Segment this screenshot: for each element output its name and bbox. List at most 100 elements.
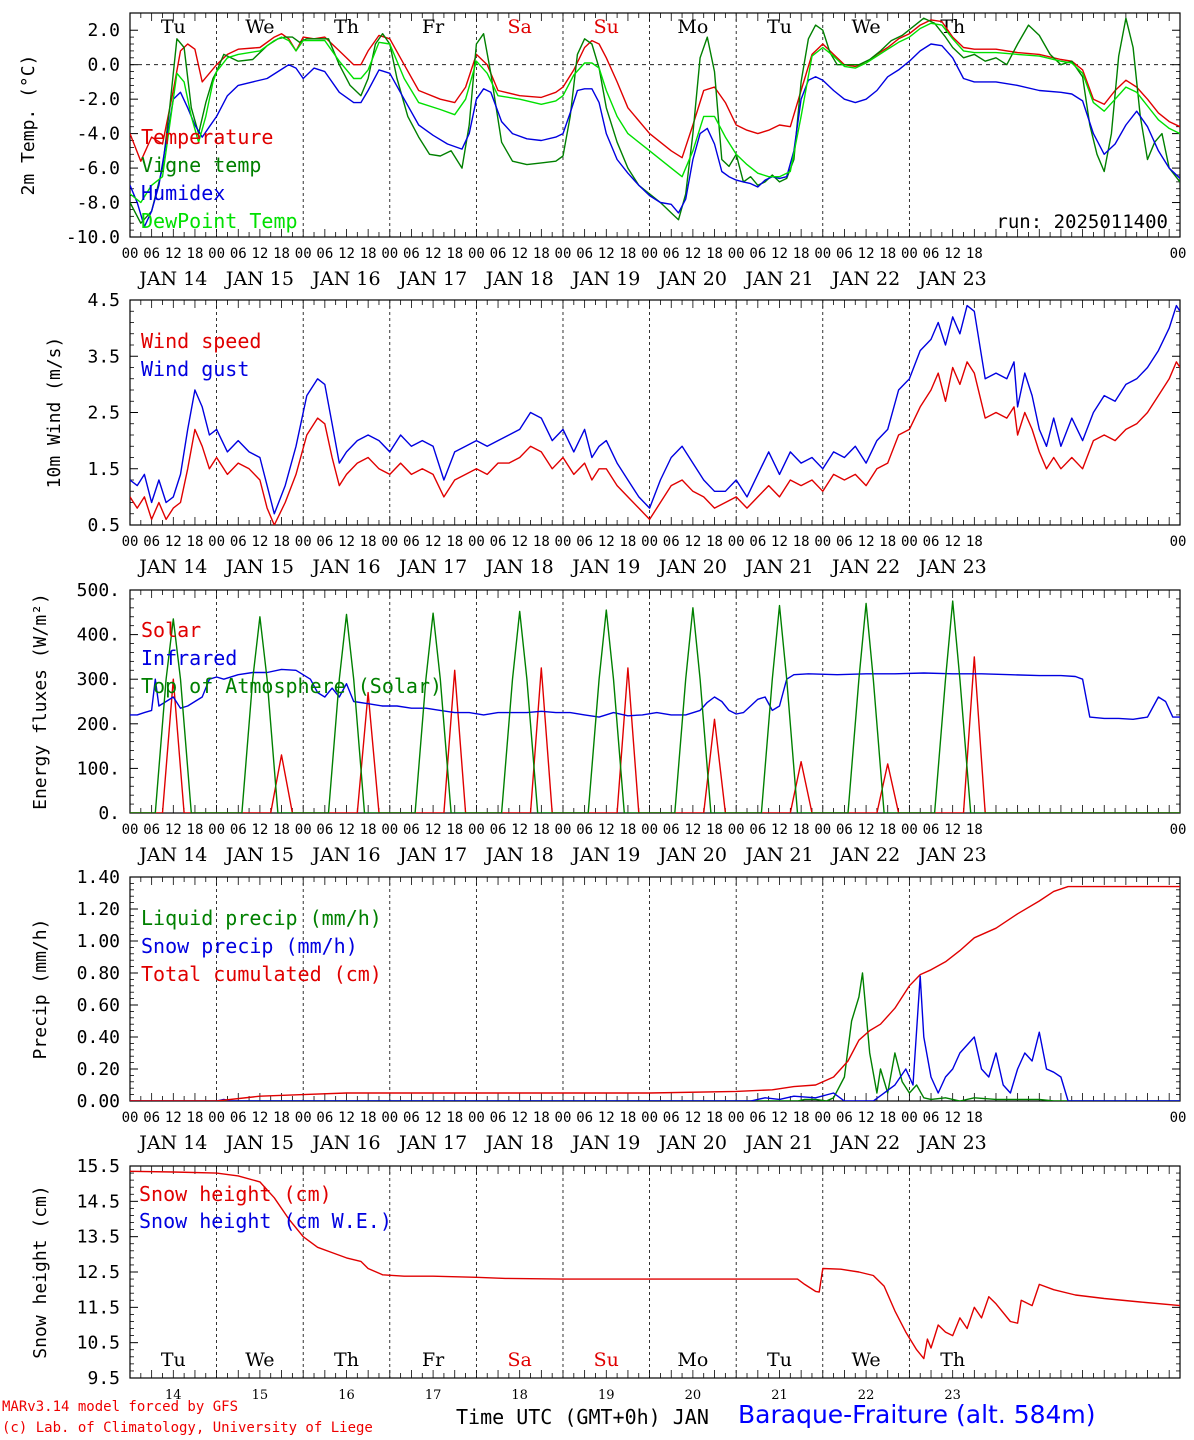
hour-tick-label: 06 — [749, 1110, 766, 1126]
date-label: JAN 18 — [484, 844, 554, 866]
hour-tick-label: 18 — [879, 1110, 896, 1126]
y-axis-label: 10m Wind (m/s) — [44, 337, 65, 489]
y-tick-label: 14.5 — [77, 1191, 120, 1212]
hour-tick-label: 12 — [425, 1110, 442, 1126]
y-tick-label: 400. — [77, 625, 120, 646]
legend-entry: Snow height (cm W.E.) — [139, 1209, 392, 1233]
date-label: JAN 17 — [397, 844, 467, 866]
y-axis-label: Precip (mm/h) — [30, 919, 51, 1060]
hour-tick-label: 12 — [944, 534, 961, 550]
hour-tick-label: 18 — [706, 534, 723, 550]
hour-tick-label: 12 — [684, 1110, 701, 1126]
y-tick-label: 1.20 — [77, 899, 120, 920]
hour-tick-label: 00 — [728, 822, 745, 838]
day-number-label: 16 — [338, 1388, 355, 1403]
weekday-label: Th — [334, 1349, 359, 1371]
legend-entry: Snow height (cm) — [139, 1182, 332, 1206]
y-tick-label: 300. — [77, 669, 120, 690]
y-tick-label: 2.0 — [87, 20, 120, 41]
hour-tick-label: 00 — [641, 534, 658, 550]
series-line-snow-precip-mm-h- — [130, 975, 1180, 1101]
y-tick-label: 1.00 — [77, 931, 120, 952]
hour-tick-label: 18 — [533, 246, 550, 262]
hour-tick-label: 06 — [143, 246, 160, 262]
hour-tick-label: 18 — [620, 534, 637, 550]
hour-tick-label: 00 — [1170, 246, 1187, 262]
day-number-label: 15 — [252, 1388, 269, 1403]
date-label: JAN 18 — [484, 268, 554, 290]
legend-entry: Top of Atmosphere (Solar) — [141, 674, 442, 698]
y-tick-label: 1.40 — [77, 867, 120, 888]
hour-tick-label: 06 — [836, 534, 853, 550]
y-tick-label: 0.5 — [87, 515, 120, 536]
y-tick-label: 0.0 — [87, 55, 120, 76]
hour-tick-label: 06 — [836, 1110, 853, 1126]
y-tick-label: 0.40 — [77, 1027, 120, 1048]
hour-tick-label: 12 — [598, 246, 615, 262]
hour-tick-label: 00 — [122, 534, 139, 550]
y-tick-label: -2.0 — [77, 89, 120, 110]
hour-tick-label: 00 — [901, 534, 918, 550]
hour-tick-label: 00 — [208, 822, 225, 838]
hour-tick-label: 00 — [814, 246, 831, 262]
y-tick-label: 11.5 — [77, 1297, 120, 1318]
hour-tick-label: 00 — [468, 534, 485, 550]
y-tick-label: 1.5 — [87, 459, 120, 480]
hour-tick-label: 06 — [230, 246, 247, 262]
weekday-label: We — [851, 1349, 880, 1371]
hour-tick-label: 12 — [598, 534, 615, 550]
hour-tick-label: 06 — [316, 822, 333, 838]
hour-tick-label: 12 — [858, 822, 875, 838]
date-label: JAN 20 — [657, 1132, 727, 1154]
hour-tick-label: 18 — [533, 534, 550, 550]
panel-4: 1.40 1.20 1.00 0.80 0.60 0.40 0.20 0.00 Precip (… — [30, 867, 1186, 1154]
date-label: JAN 22 — [830, 268, 900, 290]
hour-tick-label: 00 — [381, 534, 398, 550]
y-tick-label: -6.0 — [77, 158, 120, 179]
y-tick-label: -10.0 — [66, 227, 120, 248]
hour-tick-label: 18 — [187, 1110, 204, 1126]
hour-tick-label: 00 — [641, 246, 658, 262]
hour-tick-label: 00 — [208, 1110, 225, 1126]
series-line-top-of-atmosphere-solar- — [130, 600, 1180, 813]
hour-tick-label: 00 — [381, 1110, 398, 1126]
date-label: JAN 20 — [657, 268, 727, 290]
series-line-total-cumulated-cm- — [130, 885, 1180, 1101]
hour-tick-label: 18 — [273, 822, 290, 838]
date-label: JAN 14 — [137, 556, 207, 578]
y-tick-label: -8.0 — [77, 193, 120, 214]
hour-tick-label: 12 — [944, 1110, 961, 1126]
hour-tick-label: 00 — [901, 1110, 918, 1126]
hour-tick-label: 12 — [165, 534, 182, 550]
hour-tick-label: 18 — [706, 246, 723, 262]
hour-tick-label: 18 — [879, 246, 896, 262]
hour-tick-label: 06 — [490, 1110, 507, 1126]
hour-tick-label: 06 — [143, 1110, 160, 1126]
hour-tick-label: 00 — [728, 534, 745, 550]
hour-tick-label: 06 — [663, 822, 680, 838]
hour-tick-label: 06 — [316, 246, 333, 262]
weekday-label: We — [851, 16, 880, 38]
hour-tick-label: 00 — [208, 246, 225, 262]
hour-tick-label: 12 — [684, 822, 701, 838]
y-axis-label: 2m Temp. (°C) — [18, 55, 39, 196]
hour-tick-label: 12 — [165, 246, 182, 262]
date-label: JAN 23 — [917, 1132, 987, 1154]
legend-entry: Snow precip (mm/h) — [141, 934, 358, 958]
date-label: JAN 21 — [743, 268, 813, 290]
legend-entry: Infrared — [141, 646, 237, 670]
weekday-label: Fr — [422, 1349, 445, 1371]
hour-tick-label: 00 — [814, 534, 831, 550]
hour-tick-label: 18 — [879, 822, 896, 838]
weekday-label: Tu — [161, 16, 186, 38]
hour-tick-label: 00 — [814, 1110, 831, 1126]
hour-tick-label: 00 — [555, 534, 572, 550]
hour-tick-label: 00 — [122, 1110, 139, 1126]
hour-tick-label: 18 — [446, 534, 463, 550]
hour-tick-label: 06 — [663, 1110, 680, 1126]
hour-tick-label: 18 — [966, 822, 983, 838]
hour-tick-label: 06 — [143, 534, 160, 550]
hour-tick-label: 18 — [360, 822, 377, 838]
legend-entry: Vigne temp — [141, 153, 261, 177]
hour-tick-label: 00 — [122, 246, 139, 262]
